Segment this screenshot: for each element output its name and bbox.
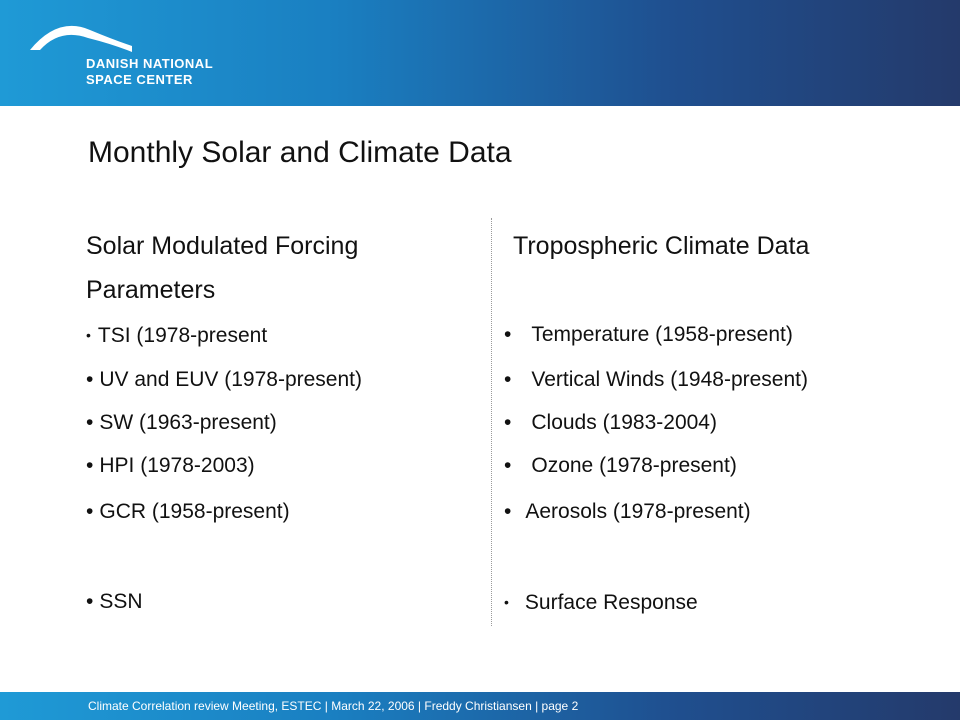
list-item-label: HPI (1978-2003) [99, 454, 255, 477]
list-item: • Aerosols (1978-present) [504, 499, 751, 525]
bullet-icon: • [86, 327, 91, 343]
bullet-icon: • [504, 323, 512, 346]
list-item-label: GCR (1958-present) [99, 500, 290, 523]
list-item: • TSI (1978-present [86, 322, 267, 349]
list-item-label: Ozone (1978-present) [531, 454, 737, 477]
logo-text-line1: DANISH NATIONAL [86, 56, 214, 71]
list-item: • GCR (1958-present) [86, 499, 290, 525]
list-item: • Clouds (1983-2004) [504, 410, 717, 436]
bullet-icon: • [504, 368, 512, 391]
list-item-label: SSN [99, 590, 143, 613]
list-item: • Vertical Winds (1948-present) [504, 367, 808, 393]
slide-title: Monthly Solar and Climate Data [88, 136, 512, 169]
list-item: • SSN [86, 589, 143, 615]
list-item: • UV and EUV (1978-present) [86, 367, 362, 393]
list-item: • Surface Response [504, 589, 698, 616]
logo-text-line2: SPACE CENTER [86, 72, 193, 87]
bullet-icon: • [504, 454, 512, 477]
bullet-icon: • [504, 594, 509, 610]
column-divider [491, 218, 492, 626]
footer-text: Climate Correlation review Meeting, ESTE… [88, 699, 579, 713]
list-item: • Ozone (1978-present) [504, 453, 737, 479]
list-item: • HPI (1978-2003) [86, 453, 255, 479]
arc-logo-icon [30, 25, 132, 52]
list-item-label: Aerosols (1978-present) [525, 500, 751, 523]
header-banner: DANISH NATIONAL SPACE CENTER [0, 0, 960, 106]
bullet-icon: • [86, 411, 94, 434]
list-item-label: SW (1963-present) [99, 411, 277, 434]
bullet-icon: • [86, 500, 94, 523]
bullet-icon: • [504, 500, 512, 523]
bullet-icon: • [86, 590, 94, 613]
list-item: • Temperature (1958-present) [504, 322, 793, 348]
list-item-label: Vertical Winds (1948-present) [531, 368, 808, 391]
bullet-icon: • [504, 411, 512, 434]
list-item-label: Clouds (1983-2004) [531, 411, 717, 434]
bullet-icon: • [86, 454, 94, 477]
right-column-heading: Tropospheric Climate Data [513, 232, 810, 260]
list-item-label: Temperature (1958-present) [531, 323, 793, 346]
list-item-label: UV and EUV (1978-present) [99, 368, 362, 391]
footer-bar: Climate Correlation review Meeting, ESTE… [0, 692, 960, 720]
list-item-label: Surface Response [524, 591, 698, 614]
list-item: • SW (1963-present) [86, 410, 277, 436]
bullet-icon: • [86, 368, 94, 391]
list-item-label: TSI (1978-present [97, 324, 268, 347]
left-column-heading: Solar Modulated Forcing Parameters [86, 232, 359, 304]
